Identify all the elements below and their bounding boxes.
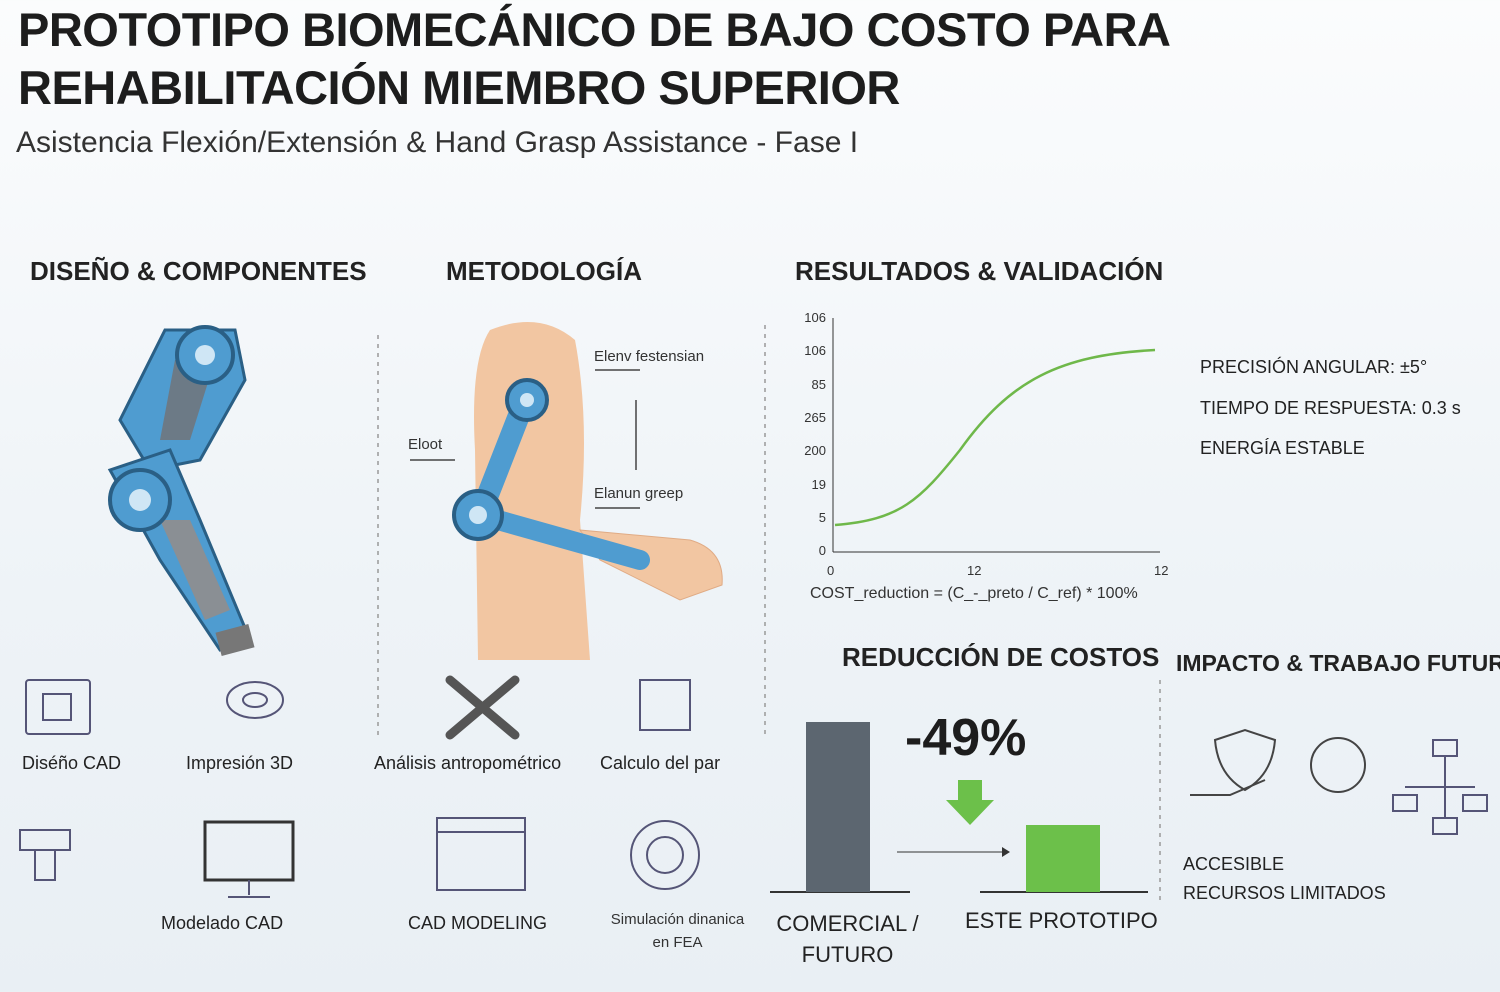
exoskeleton-illustration (107, 325, 255, 656)
section-heading: IMPACTO & TRABAJO FUTURO (1176, 650, 1500, 676)
formula: COST_reduction = (C_-_preto / C_ref) * 1… (810, 585, 1138, 602)
cost-change: -49% (905, 709, 1027, 767)
bar-label: COMERCIAL / FUTURO (776, 911, 919, 967)
axis-label: 5 (818, 509, 826, 525)
metric: TIEMPO DE RESPUESTA: 0.3 s (1200, 398, 1461, 418)
axis-label: 12 (967, 563, 982, 578)
item-label: Diséño CAD (22, 753, 122, 773)
metric: ENERGÍA ESTABLE (1200, 438, 1365, 458)
section-heading: REDUCCIÓN DE COSTOS (842, 642, 1160, 672)
bar-label: ESTE PROTOTIPO (965, 908, 1158, 933)
diagram-label: Eloot (408, 436, 443, 453)
diagram-label: Elenv festensian (594, 348, 705, 365)
arm-illustration (410, 322, 723, 660)
axis-label: 12 (1154, 563, 1169, 578)
item-label: Calculo del par (600, 753, 721, 773)
impact-line: RECURSOS LIMITADOS (1183, 883, 1386, 903)
axis-label: 19 (811, 476, 826, 492)
axis-label: 0 (818, 543, 826, 559)
title: REHABILITACIÓN MIEMBRO SUPERIOR (18, 61, 900, 114)
item-label: CAD MODELING (408, 913, 548, 933)
item-label: Simulación dinanica en FEA (610, 911, 745, 951)
title: PROTOTIPO BIOMECÁNICO DE BAJO COSTO PARA (18, 3, 1171, 56)
axis-label: 0 (827, 563, 835, 578)
axis-label: 106 (804, 343, 826, 359)
axis-label: 85 (811, 376, 826, 392)
icons (19, 675, 1488, 898)
cost-bars (770, 722, 1148, 893)
axis-label: 265 (804, 409, 826, 425)
section-heading: DISEÑO & COMPONENTES (30, 256, 367, 286)
item-label: Modelado CAD (161, 913, 284, 933)
impact-line: ACCESIBLE (1183, 854, 1285, 874)
axis-label: 106 (804, 310, 826, 325)
metric: PRECISIÓN ANGULAR: ±5° (1200, 357, 1428, 377)
diagram-label: Elanun greep (594, 485, 684, 502)
section-heading: RESULTADOS & VALIDACIÓN (795, 256, 1164, 286)
result-chart (832, 318, 1160, 553)
item-label: Impresión 3D (186, 753, 294, 773)
item-label: Análisis antropométrico (374, 753, 562, 773)
axis-label: 200 (804, 443, 826, 459)
subtitle: Asistencia Flexión/Extensión & Hand Gras… (16, 126, 859, 159)
section-heading: METODOLOGÍA (446, 256, 642, 286)
